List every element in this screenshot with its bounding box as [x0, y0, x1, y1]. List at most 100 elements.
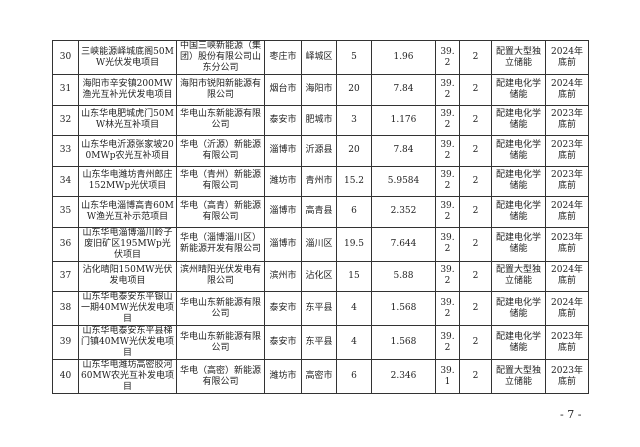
table-cell: 39.2 [435, 226, 460, 262]
table-row: 39 山东华电泰安东平县梯门镇40MW光伏发电项目 华电山东新能源有限公司 泰安市 东平… [52, 325, 589, 360]
table-cell: 19.5 [336, 226, 372, 262]
table-cell: 高密市 [301, 359, 337, 394]
table-cell: 三峡能源峄城底阁50MW光伏发电项目 [78, 40, 177, 75]
table-row: 37 沾化晴阳150MW光伏发电项目 滨州晴阳光伏发电有限公司 滨州市 沾化区 15 5.8… [52, 260, 589, 292]
table-cell: 39.2 [435, 165, 460, 197]
table-cell: 39.1 [435, 359, 460, 394]
table-cell: 东平县 [301, 325, 337, 360]
table-cell: 山东华电泰安东平县梯门镇40MW光伏发电项目 [78, 325, 177, 360]
table-cell: 2024年底前 [545, 260, 589, 292]
table-cell: 山东华电泰安东平银山一期40MW光伏发电项目 [78, 291, 177, 326]
table-cell: 39.2 [435, 196, 460, 228]
table-cell: 31 [52, 74, 79, 106]
table-cell: 海阳市 [301, 74, 337, 106]
table-cell: 泰安市 [264, 104, 302, 136]
table-row: 40 山东华电潍坊高密胶河60MW农光互补发电项目 华电（高密）新能源有限公司 潍坊市… [52, 359, 589, 394]
table-cell: 华电（淄博淄川区）新能源开发有限公司 [176, 226, 265, 262]
table-cell: 37 [52, 260, 79, 292]
table-cell: 滨州晴阳光伏发电有限公司 [176, 260, 265, 292]
table-cell: 2.352 [371, 196, 436, 228]
table-row: 30 三峡能源峄城底阁50MW光伏发电项目 中国三峡新能源（集团）股份有限公司山东分… [52, 40, 589, 75]
table-cell: 2023年底前 [545, 165, 589, 197]
table-cell: 配建电化学储能 [491, 165, 546, 197]
table-cell: 2024年底前 [545, 40, 589, 75]
table-cell: 2 [459, 196, 492, 228]
table-cell: 2 [459, 291, 492, 326]
table-cell: 2023年底前 [545, 359, 589, 394]
table-cell: 配建电化学储能 [491, 196, 546, 228]
table-cell: 15 [336, 260, 372, 292]
table-cell: 1.568 [371, 325, 436, 360]
table-cell: 2.346 [371, 359, 436, 394]
table-cell: 40 [52, 359, 79, 394]
table-cell: 配建电化学储能 [491, 226, 546, 262]
table-cell: 烟台市 [264, 74, 302, 106]
table-cell: 7.644 [371, 226, 436, 262]
table-cell: 1.568 [371, 291, 436, 326]
table-cell: 沾化晴阳150MW光伏发电项目 [78, 260, 177, 292]
table-cell: 山东华电沂源张家坡200MWp农光互补项目 [78, 135, 177, 167]
table-cell: 32 [52, 104, 79, 136]
table-cell: 5.9584 [371, 165, 436, 197]
table-cell: 2 [459, 40, 492, 75]
table-cell: 4 [336, 291, 372, 326]
table-cell: 华电（高青）新能源有限公司 [176, 196, 265, 228]
table-cell: 15.2 [336, 165, 372, 197]
table-cell: 华电（高密）新能源有限公司 [176, 359, 265, 394]
table-cell: 3 [336, 104, 372, 136]
table-cell: 4 [336, 325, 372, 360]
table-cell: 2 [459, 104, 492, 136]
project-table: 30 三峡能源峄城底阁50MW光伏发电项目 中国三峡新能源（集团）股份有限公司山东分… [52, 40, 589, 394]
table-cell: 7.84 [371, 135, 436, 167]
table-cell: 1.96 [371, 40, 436, 75]
table-cell: 肥城市 [301, 104, 337, 136]
table-cell: 沂源县 [301, 135, 337, 167]
table-row: 35 山东华电淄博高青60MW渔光互补示范项目 华电（高青）新能源有限公司 淄博市 高青… [52, 196, 589, 228]
table-row: 36 山东华电淄博淄川岭子废旧矿区195MWp光伏项目 华电（淄博淄川区）新能源开发… [52, 226, 589, 262]
table-cell: 配建电化学储能 [491, 74, 546, 106]
table-cell: 2 [459, 165, 492, 197]
table-cell: 东平县 [301, 291, 337, 326]
table-cell: 36 [52, 226, 79, 262]
table-cell: 2024年底前 [545, 196, 589, 228]
table-cell: 30 [52, 40, 79, 75]
table-cell: 2 [459, 260, 492, 292]
table-cell: 38 [52, 291, 79, 326]
table-cell: 39.2 [435, 104, 460, 136]
table-cell: 华电山东新能源有限公司 [176, 291, 265, 326]
table-cell: 39 [52, 325, 79, 360]
table-cell: 配建电化学储能 [491, 291, 546, 326]
table-cell: 2 [459, 226, 492, 262]
table-cell: 配建电化学储能 [491, 325, 546, 360]
table-cell: 39.2 [435, 325, 460, 360]
table-cell: 5 [336, 40, 372, 75]
table-cell: 泰安市 [264, 325, 302, 360]
table-cell: 中国三峡新能源（集团）股份有限公司山东分公司 [176, 40, 265, 75]
table-cell: 2 [459, 135, 492, 167]
table-cell: 海阳市辛安镇200MW渔光互补光伏发电项目 [78, 74, 177, 106]
table-cell: 2 [459, 359, 492, 394]
page-number: - 7 - [560, 408, 582, 421]
table-cell: 淄川区 [301, 226, 337, 262]
table-cell: 华电山东新能源有限公司 [176, 104, 265, 136]
table-cell: 山东华电肥城虎门50MW林光互补项目 [78, 104, 177, 136]
table-cell: 淄博市 [264, 135, 302, 167]
table-cell: 山东华电潍坊青州郎庄152MWp光伏项目 [78, 165, 177, 197]
table-cell: 20 [336, 135, 372, 167]
table-cell: 2023年底前 [545, 325, 589, 360]
table-cell: 2023年底前 [545, 104, 589, 136]
table-cell: 2 [459, 325, 492, 360]
table-row: 32 山东华电肥城虎门50MW林光互补项目 华电山东新能源有限公司 泰安市 肥城市 3 1.… [52, 104, 589, 136]
table-cell: 淄博市 [264, 226, 302, 262]
table-cell: 华电（沂源）新能源有限公司 [176, 135, 265, 167]
table-cell: 6 [336, 359, 372, 394]
table-cell: 华电山东新能源有限公司 [176, 325, 265, 360]
table-cell: 配置大型独立储能 [491, 359, 546, 394]
table-cell: 山东华电淄博淄川岭子废旧矿区195MWp光伏项目 [78, 226, 177, 262]
table-cell: 华电（青州）新能源有限公司 [176, 165, 265, 197]
table-cell: 7.84 [371, 74, 436, 106]
table-cell: 青州市 [301, 165, 337, 197]
table-cell: 沾化区 [301, 260, 337, 292]
table-cell: 峄城区 [301, 40, 337, 75]
